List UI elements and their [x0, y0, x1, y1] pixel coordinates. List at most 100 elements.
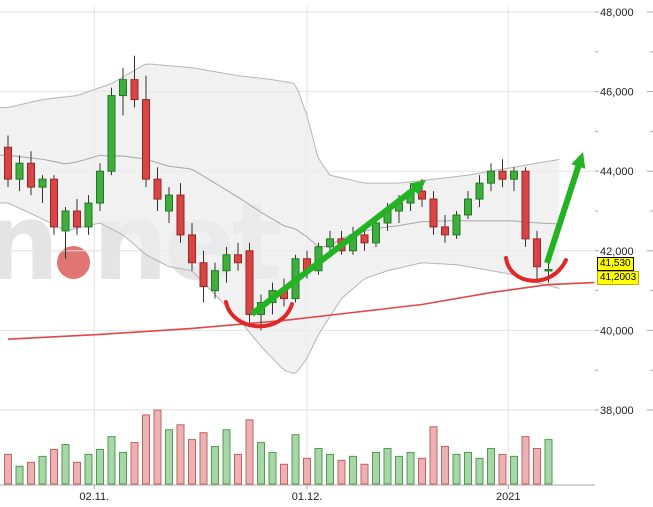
volume-bar [395, 455, 403, 485]
y-axis-label: 48,000 [600, 7, 634, 19]
volume-bar [27, 461, 35, 485]
volume-bar [303, 457, 311, 485]
volume-bar [245, 419, 254, 485]
volume-bar [96, 448, 104, 485]
candle [418, 190, 426, 200]
volume-bar [406, 451, 415, 485]
green-arrowhead-icon [409, 180, 426, 196]
candle [199, 262, 208, 288]
volume-bar [4, 453, 12, 485]
volume-bar [38, 455, 47, 485]
annotation-layer [224, 152, 586, 329]
candle [61, 210, 70, 232]
red-support-curve [504, 256, 568, 283]
candle [176, 194, 185, 236]
green-trend-arrow [544, 162, 583, 264]
volume-bar [314, 447, 323, 485]
candle [188, 234, 196, 264]
candle [130, 79, 139, 101]
candle [153, 178, 162, 200]
volume-bar [326, 453, 334, 485]
candle [360, 234, 369, 244]
volume-bar [475, 457, 484, 485]
volume-bar [234, 453, 242, 485]
candle [119, 79, 127, 97]
volume-bar [153, 409, 162, 485]
volume-bar [372, 451, 380, 485]
x-axis-label: 02.11. [79, 491, 109, 503]
volume-bar [418, 457, 426, 485]
volume-bar [441, 446, 449, 485]
candle [464, 198, 472, 216]
volume-bar [142, 414, 150, 485]
volume-bar [487, 447, 495, 485]
green-trend-arrow [250, 184, 419, 317]
volume-bar [107, 436, 116, 485]
candle [38, 178, 47, 188]
candle [245, 250, 254, 315]
candle [452, 214, 461, 236]
candle [165, 194, 173, 212]
candle [372, 222, 380, 244]
volume-bar [349, 455, 357, 485]
volume-bar [222, 429, 231, 485]
volume-bar [383, 447, 392, 485]
volume-bar [15, 465, 24, 485]
volume-bar [211, 446, 219, 485]
candlestick-series [4, 55, 553, 331]
volume-bar [360, 463, 369, 485]
volume-bar [498, 453, 507, 485]
volume-series [4, 409, 553, 485]
candle [510, 170, 518, 180]
candle [429, 198, 438, 228]
volume-bar [50, 448, 58, 485]
candle [15, 162, 24, 180]
y-axis-label: 40,000 [600, 325, 634, 337]
candle [498, 170, 507, 180]
candle [234, 254, 242, 264]
volume-bar [199, 432, 208, 485]
x-axis: 02.11. 01.12. 2021 [0, 484, 595, 503]
candle [27, 162, 35, 188]
volume-bar [176, 424, 185, 485]
candle [487, 170, 495, 184]
candle [96, 170, 104, 204]
y-axis-label: 42,000 [600, 246, 634, 258]
volume-bar [533, 447, 541, 485]
bollinger-band [0, 63, 560, 375]
last-price-label: 41,530 [597, 256, 634, 271]
candle [544, 269, 553, 272]
candle [326, 238, 334, 248]
volume-bar [521, 436, 530, 485]
candle [475, 182, 484, 200]
candle [533, 238, 541, 268]
volume-bar [337, 459, 346, 485]
candle [4, 146, 12, 180]
y-axis-label: 38,000 [600, 405, 634, 417]
y-axis-label: 46,000 [600, 87, 634, 99]
volume-bar [188, 439, 196, 485]
volume-bar [510, 455, 518, 485]
ma200-line [7, 281, 595, 340]
y-axis: 48,000 46,000 44,000 42,000 40,000 38,000 [595, 7, 653, 417]
volume-bar [61, 444, 70, 485]
ma-value-label: 41,2003 [597, 270, 640, 285]
volume-bar [130, 442, 139, 485]
candle [222, 254, 231, 272]
candle [50, 178, 58, 228]
candle [84, 202, 93, 228]
volume-bar [165, 429, 173, 485]
volume-bar [268, 451, 277, 485]
volume-bar [429, 426, 438, 485]
volume-bar [84, 453, 93, 485]
y-axis-label: 44,000 [600, 166, 634, 178]
volume-bar [119, 451, 127, 485]
green-arrowhead-icon [571, 152, 586, 169]
candle [73, 210, 81, 228]
x-axis-label: 01.12. [292, 491, 323, 503]
candle [521, 170, 530, 240]
watermark-dot-icon [57, 246, 91, 279]
volume-bar [280, 463, 288, 485]
